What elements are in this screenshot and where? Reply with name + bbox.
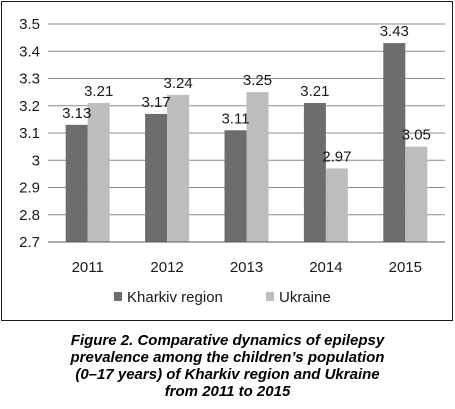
data-label: 3.43 (380, 23, 409, 40)
bar (303, 103, 326, 243)
y-tick-label: 3 (32, 152, 40, 169)
data-label: 3.11 (221, 110, 249, 127)
legend: Kharkiv region Ukraine (114, 289, 331, 306)
legend-label: Kharkiv region (127, 289, 223, 306)
legend-label: Ukraine (279, 289, 331, 306)
caption-line-3: (0–17 years) of Kharkiv region and Ukrai… (75, 366, 380, 383)
bar (383, 43, 406, 243)
bar (246, 92, 269, 242)
y-tick-label: 2.8 (19, 207, 40, 224)
y-tick-label: 2.7 (19, 234, 40, 251)
bar (145, 113, 168, 242)
data-label: 3.17 (141, 94, 170, 111)
caption-line-1: Figure 2. Comparative dynamics of epilep… (70, 332, 385, 349)
bar (167, 94, 190, 242)
bar (87, 103, 110, 243)
data-label: 3.13 (62, 105, 91, 122)
y-tick-label: 3.5 (19, 16, 40, 33)
legend-swatch (266, 292, 274, 301)
axis-layer: 2.7 2.8 2.9 3 3.1 3.2 3.3 3.4 3.5 2011 2012 2013 201… (19, 16, 445, 276)
x-tick-label: 2015 (389, 259, 422, 276)
data-label: 3.05 (402, 127, 431, 144)
data-label: 3.25 (243, 72, 272, 89)
bar-chart: 3.133.173.113.213.433.21 3.24 3.252.973.05… (19, 16, 445, 306)
y-tick-label: 3.3 (19, 71, 40, 88)
grid-layer (48, 23, 445, 216)
chart-frame (1, 1, 453, 321)
x-tick-label: 2012 (150, 259, 183, 276)
data-label: 3.24 (163, 75, 192, 92)
x-tick-label: 2013 (230, 259, 263, 276)
data-label: 2.97 (322, 148, 351, 165)
y-tick-label: 3.4 (19, 43, 40, 60)
bar (325, 168, 348, 242)
y-tick-label: 2.9 (19, 180, 40, 197)
labels-layer: 3.13 3.17 3.11 3.21 3.43 3.21 3.24 3.25 2.97 3.05 (62, 23, 431, 165)
legend-swatch (114, 292, 122, 301)
caption-line-4: from 2011 to 2015 (164, 383, 291, 400)
bar (65, 124, 88, 242)
x-tick-label: 2011 (72, 259, 104, 276)
bar (405, 146, 428, 242)
y-tick-label: 3.2 (19, 98, 40, 115)
bars-layer (65, 43, 428, 243)
x-tick-label: 2014 (309, 259, 342, 276)
data-label: 3.21 (84, 83, 113, 100)
figure-caption: Figure 2. Comparative dynamics of epilep… (0, 332, 455, 400)
data-label: 3.21 (300, 83, 329, 100)
caption-line-2: prevalence among the children’s populati… (70, 349, 385, 366)
bar (224, 130, 247, 242)
y-tick-label: 3.1 (19, 125, 40, 142)
